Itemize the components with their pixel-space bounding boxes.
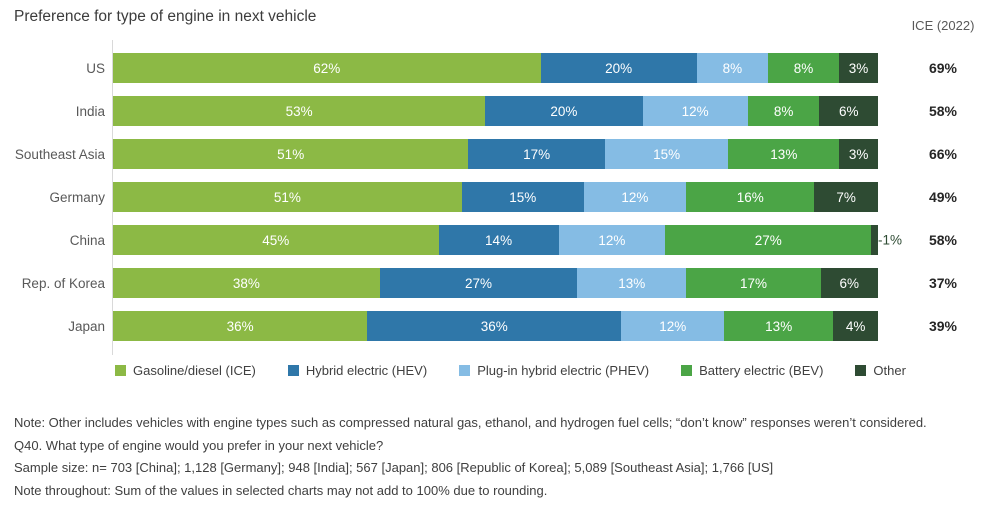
footnote-line: Sample size: n= 703 [China]; 1,128 [Germ… xyxy=(14,460,774,475)
bar-segment: 20% xyxy=(540,53,697,83)
bar-segment: 62% xyxy=(113,53,541,83)
ice-2022-value: 37% xyxy=(928,275,958,291)
category-label: China xyxy=(69,232,105,248)
ice-2022-value: 66% xyxy=(928,146,958,162)
bar-segment: 27% xyxy=(379,268,578,298)
bar-segment: 13% xyxy=(577,268,687,298)
bar-segment: 6% xyxy=(820,268,878,298)
chart-row: China 45% 14% 12% 27% -1% 58% xyxy=(0,225,1000,255)
bar-segment xyxy=(871,225,878,255)
bar-track: 62% 20% 8% 8% 3% xyxy=(113,53,878,83)
legend-label: Plug-in hybrid electric (PHEV) xyxy=(477,363,650,378)
legend-swatch-icon xyxy=(115,365,126,376)
bar-segment: 3% xyxy=(839,53,878,83)
ice-2022-value: 69% xyxy=(928,60,958,76)
bar-track: 51% 15% 12% 16% 7% xyxy=(113,182,878,212)
bar-segment: 36% xyxy=(113,311,368,341)
bar-segment: 27% xyxy=(665,225,872,255)
legend-item: Plug-in hybrid electric (PHEV) xyxy=(459,363,649,378)
footnote-line: Q40. What type of engine would you prefe… xyxy=(14,437,384,453)
legend-swatch-icon xyxy=(287,365,299,376)
bar-segment: 16% xyxy=(686,182,815,212)
bar-segment: 12% xyxy=(558,225,666,255)
bar-segment: 15% xyxy=(461,182,584,212)
bar-segment: 8% xyxy=(747,96,820,126)
footnotes: Note: Other includes vehicles with engin… xyxy=(14,412,986,502)
category-label: Germany xyxy=(49,189,105,205)
footnote-line: Note throughout: Sum of the values in se… xyxy=(14,482,548,498)
bar-segment: 8% xyxy=(696,53,768,83)
bar-segment: 20% xyxy=(485,96,643,126)
ice-2022-value: 58% xyxy=(928,103,958,119)
category-label: India xyxy=(75,103,105,119)
bar-segment: 12% xyxy=(621,311,725,341)
bar-segment: 4% xyxy=(833,311,878,341)
chart-legend: Gasoline/diesel (ICE) Hybrid electric (HE… xyxy=(115,363,906,378)
chart-row: India 53% 20% 12% 8% 6% 58% xyxy=(0,96,1000,126)
legend-label: Gasoline/diesel (ICE) xyxy=(133,363,256,378)
bar-segment: 13% xyxy=(728,139,840,169)
chart-row: Japan 36% 36% 12% 13% 4% 39% xyxy=(0,311,1000,341)
chart-row: Rep. of Korea 38% 27% 13% 17% 6% 37% xyxy=(0,268,1000,298)
legend-item: Battery electric (BEV) xyxy=(681,363,823,378)
bar-segment: 53% xyxy=(113,96,486,126)
bar-track: 36% 36% 12% 13% 4% xyxy=(113,311,878,341)
chart-row: Germany 51% 15% 12% 16% 7% 49% xyxy=(0,182,1000,212)
legend-item: Gasoline/diesel (ICE) xyxy=(115,363,256,378)
bar-segment: 17% xyxy=(468,139,605,169)
bar-segment: 38% xyxy=(113,268,380,298)
ice-2022-value: 39% xyxy=(928,318,958,334)
outside-value-label: -1% xyxy=(878,232,903,248)
ice-2022-column-header: ICE (2022) xyxy=(911,18,975,33)
bar-track: 53% 20% 12% 8% 6% xyxy=(113,96,878,126)
bar-segment: 7% xyxy=(814,182,878,212)
category-label: US xyxy=(86,60,105,76)
bar-track: 51% 17% 15% 13% 3% xyxy=(113,139,878,169)
legend-label: Hybrid electric (HEV) xyxy=(305,363,428,378)
legend-item: Other xyxy=(855,363,906,378)
category-label: Japan xyxy=(68,318,105,334)
bar-segment: 36% xyxy=(367,311,622,341)
chart-row: Southeast Asia 51% 17% 15% 13% 3% 66% xyxy=(0,139,1000,169)
bar-segment: 14% xyxy=(438,225,559,255)
bar-track: 45% 14% 12% 27% -1% xyxy=(113,225,902,255)
bar-segment: 45% xyxy=(113,225,439,255)
legend-label: Battery electric (BEV) xyxy=(699,363,824,378)
bar-segment: 6% xyxy=(819,96,878,126)
legend-swatch-icon xyxy=(459,365,471,376)
chart-rows: US 62% 20% 8% 8% 3% 69% India 53% 20% 12% 8% 6% 58% So… xyxy=(0,40,1000,355)
legend-item: Hybrid electric (HEV) xyxy=(287,363,428,378)
bar-segment: 17% xyxy=(686,268,821,298)
bar-segment: 13% xyxy=(724,311,834,341)
footnote-line: Note: Other includes vehicles with engin… xyxy=(14,415,927,430)
category-label: Rep. of Korea xyxy=(21,275,105,291)
legend-label: Other xyxy=(873,363,906,378)
bar-segment: 12% xyxy=(583,182,687,212)
bar-segment: 51% xyxy=(113,139,469,169)
bar-segment: 12% xyxy=(642,96,748,126)
chart-row: US 62% 20% 8% 8% 3% 69% xyxy=(0,53,1000,83)
chart-title: Preference for type of engine in next ve… xyxy=(14,8,317,25)
legend-swatch-icon xyxy=(855,365,867,376)
bar-segment: 8% xyxy=(767,53,840,83)
bar-segment: 15% xyxy=(604,139,729,169)
bar-segment: 3% xyxy=(839,139,878,169)
bar-segment: 51% xyxy=(113,182,462,212)
legend-swatch-icon xyxy=(681,365,693,376)
bar-track: 38% 27% 13% 17% 6% xyxy=(113,268,878,298)
ice-2022-value: 49% xyxy=(928,189,958,205)
category-label: Southeast Asia xyxy=(14,146,105,162)
ice-2022-value: 58% xyxy=(928,232,958,248)
